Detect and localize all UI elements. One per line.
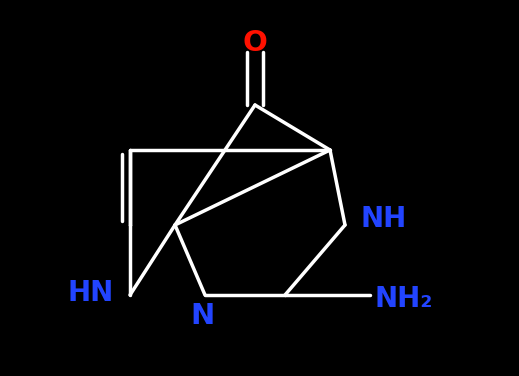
Text: NH: NH [361,205,407,233]
Text: N: N [190,302,214,330]
Text: HN: HN [68,279,114,307]
Text: NH₂: NH₂ [375,285,433,313]
Text: O: O [242,29,267,57]
